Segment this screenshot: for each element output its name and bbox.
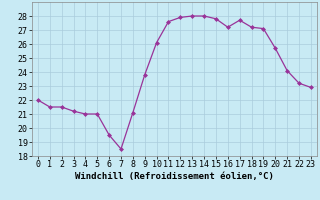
X-axis label: Windchill (Refroidissement éolien,°C): Windchill (Refroidissement éolien,°C) xyxy=(75,172,274,181)
